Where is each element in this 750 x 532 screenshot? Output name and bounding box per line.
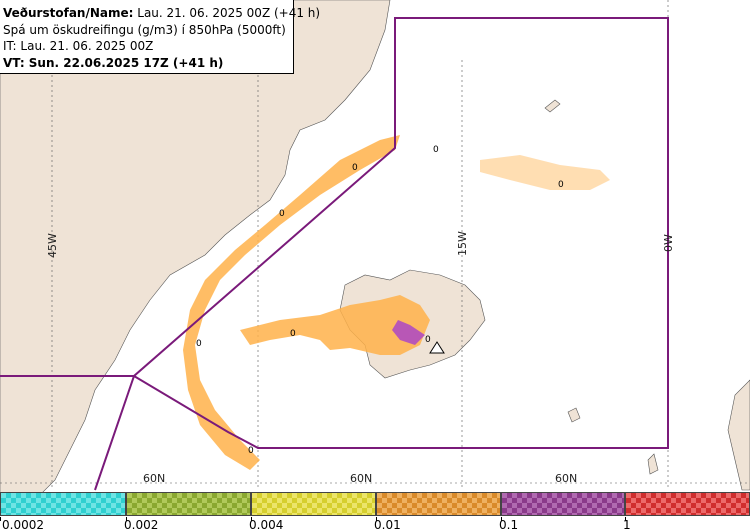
valid-time: VT: Sun. 22.06.2025 17Z (+41 h) (3, 55, 224, 70)
lon-label-0w: 0W (662, 234, 675, 252)
initial-time: IT: Lau. 21. 06. 2025 00Z (3, 39, 154, 53)
contour-label: 0 (433, 145, 439, 155)
header-line-1: Veðurstofan/Name: Lau. 21. 06. 2025 00Z … (3, 5, 320, 22)
norway-landmass (727, 379, 750, 491)
jan-mayen (544, 99, 561, 113)
legend-label-6: 1 (623, 518, 631, 532)
lon-label-15w: 15W (456, 231, 469, 256)
contour-label: 0 (290, 329, 296, 339)
product-description: Spá um öskudreifingu (g/m3) í 850hPa (50… (3, 22, 286, 37)
faroe-islands (567, 407, 581, 423)
lat-label-60n-3: 60N (555, 472, 578, 485)
legend-tick (501, 517, 502, 521)
lon-label-45w: 45W (46, 233, 59, 258)
legend-label-5: 0.1 (499, 518, 519, 532)
legend-tick (376, 517, 377, 521)
legend-swatch-2 (126, 492, 251, 516)
contour-label: 0 (425, 335, 431, 345)
greenland-landmass (0, 0, 391, 496)
legend-label-1: 0.0002 (2, 518, 44, 532)
legend-swatch-3 (251, 492, 376, 516)
legend-swatch-5 (501, 492, 625, 516)
contour-label: 0 (248, 446, 254, 456)
legend-swatch-4 (376, 492, 501, 516)
fir-boundary (0, 17, 669, 491)
legend-swatch-6 (625, 492, 750, 516)
forecast-info-box: Veðurstofan/Name: Lau. 21. 06. 2025 00Z … (0, 0, 320, 74)
contour-label: 0 (352, 163, 358, 173)
ash-plume-low (183, 135, 610, 470)
concentration-legend: 0.0002 0.002 0.004 0.01 0.1 1 (0, 490, 750, 532)
legend-swatch-1 (0, 492, 126, 516)
contour-label: 0 (196, 339, 202, 349)
legend-tick (0, 517, 1, 521)
run-time: Lau. 21. 06. 2025 00Z (+41 h) (133, 6, 321, 20)
contour-label: 0 (558, 180, 564, 190)
legend-tick (251, 517, 252, 521)
volcano-marker-icon (429, 341, 445, 354)
ash-plume-high (392, 320, 425, 345)
legend-label-2: 0.002 (124, 518, 159, 532)
shetland-islands (647, 453, 659, 475)
contour-label: 0 (279, 209, 285, 219)
issuer-label: Veðurstofan/Name: (3, 6, 134, 20)
lat-label-60n-1: 60N (143, 472, 166, 485)
legend-label-3: 0.004 (249, 518, 284, 532)
legend-label-4: 0.01 (374, 518, 401, 532)
legend-tick (126, 517, 127, 521)
lat-label-60n-2: 60N (350, 472, 373, 485)
legend-tick (625, 517, 626, 521)
